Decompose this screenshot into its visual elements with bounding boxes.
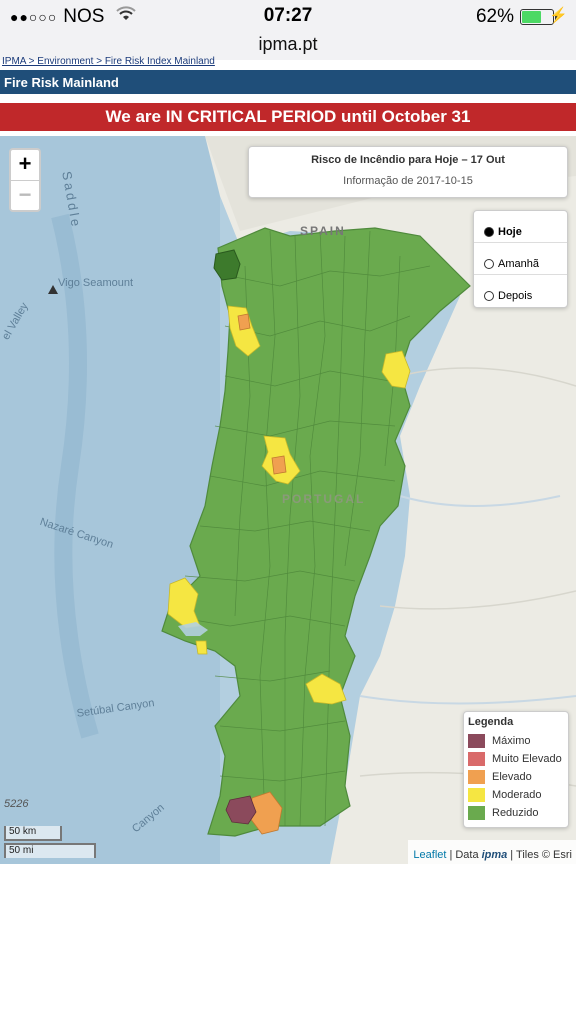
legend-label: Elevado [492,771,532,783]
forecast-info-box: Risco de Incêndio para Hoje – 17 Out Inf… [248,146,568,198]
label-vigo-seamount: Vigo Seamount [58,277,134,289]
ipma-logo: ipma [481,848,508,861]
label-spain: SPAIN [300,224,346,238]
legend-swatch [468,770,485,784]
scale-mi: 50 mi [4,843,96,858]
carrier: ●●○○○ NOS [10,6,104,28]
radio-icon[interactable] [484,258,494,269]
scale-km: 50 km [4,826,62,841]
legend-item: Reduzido [468,804,564,822]
legend-swatch [468,734,485,748]
carrier-name: NOS [63,6,105,27]
breadcrumb[interactable]: IPMA > Environment > Fire Risk Index Mai… [2,56,215,67]
legend-swatch [468,788,485,802]
day-option-label: Depois [498,290,533,302]
map-scale: 50 km 50 mi [4,826,96,858]
charging-icon: ⚡ [549,7,568,24]
signal-strength-icon: ●●○○○ [10,9,58,25]
legend-swatch [468,752,485,766]
clock: 07:27 [263,5,313,26]
battery-percent: 62% [475,6,514,27]
day-selector: Hoje Amanhã Depois [473,210,568,308]
zoom-control: + − [9,148,41,212]
legend-label: Máximo [492,735,531,747]
day-option-hoje[interactable]: Hoje [474,211,567,243]
day-option-depois[interactable]: Depois [474,275,567,307]
attribution-tiles: | Tiles © Esri [510,848,572,861]
legend-label: Moderado [492,789,542,801]
radio-selected-icon[interactable] [484,226,494,237]
ios-status-bar: ●●○○○ NOS 07:27 62% ⚡ [0,0,576,34]
wifi-icon [116,6,136,27]
legend-swatch [468,806,485,820]
zoom-in-button[interactable]: + [18,151,32,176]
legend-item: Muito Elevado [468,750,564,768]
leaflet-link[interactable]: Leaflet [413,848,447,861]
day-option-label: Amanhã [498,257,539,270]
attribution-data: | Data [449,848,479,861]
label-portugal: PORTUGAL [282,492,366,506]
url-bar[interactable]: ipma.pt [0,34,576,60]
legend-item: Moderado [468,786,564,804]
legend-label: Reduzido [492,807,539,819]
day-option-amanha[interactable]: Amanhã [474,243,567,275]
battery-icon [520,9,558,25]
legend-item: Elevado [468,768,564,786]
zoom-out-button[interactable]: − [11,180,39,210]
battery-level [522,11,541,23]
forecast-title: Risco de Incêndio para Hoje – 17 Out [311,154,505,166]
map-legend: Legenda Máximo Muito Elevado Elevado Mod… [463,711,569,828]
legend-item: Máximo [468,732,564,750]
day-option-label: Hoje [498,225,522,238]
critical-period-banner: We are IN CRITICAL PERIOD until October … [0,103,576,131]
label-depth: 5226 [4,798,29,810]
radio-icon[interactable] [484,291,494,301]
map-attribution: Leaflet | Data ipma | Tiles © Esri [408,840,576,864]
legend-label: Muito Elevado [492,753,562,765]
page-title: Fire Risk Mainland [0,70,576,94]
forecast-issued-date: Informação de 2017-10-15 [343,175,473,187]
legend-title: Legenda [468,716,514,728]
